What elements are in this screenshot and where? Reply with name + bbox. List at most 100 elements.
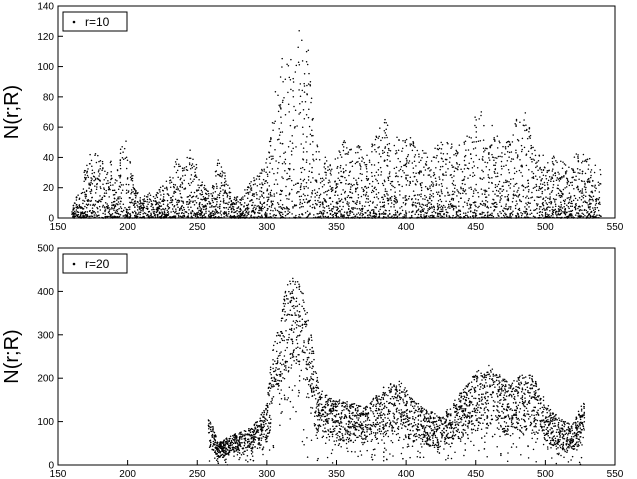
data-point	[356, 181, 358, 184]
data-point	[412, 141, 415, 144]
data-point	[493, 205, 495, 208]
data-point	[500, 160, 503, 163]
data-point	[515, 182, 518, 185]
data-point	[286, 63, 288, 65]
data-point	[513, 194, 515, 197]
data-point	[462, 206, 464, 208]
data-point	[354, 207, 356, 209]
data-point	[307, 49, 310, 51]
data-point	[592, 209, 595, 211]
data-point	[441, 143, 444, 146]
data-point	[154, 197, 156, 200]
data-point	[102, 183, 104, 186]
data-point	[583, 209, 586, 212]
data-point	[329, 185, 331, 187]
data-point	[361, 210, 363, 213]
data-point	[531, 429, 534, 431]
data-point	[445, 429, 448, 432]
data-point	[120, 207, 123, 210]
data-point	[596, 214, 598, 216]
data-point	[373, 196, 376, 199]
data-point	[219, 190, 222, 192]
data-point	[384, 195, 386, 198]
data-point	[475, 183, 477, 186]
data-point	[415, 211, 418, 213]
data-point	[574, 207, 577, 209]
data-point	[487, 214, 489, 216]
data-point	[500, 212, 502, 215]
data-point	[295, 410, 297, 413]
data-point	[404, 203, 407, 206]
data-point	[249, 185, 252, 187]
data-point	[397, 399, 400, 402]
data-point	[151, 208, 153, 211]
data-point	[310, 377, 313, 380]
data-point	[246, 197, 249, 199]
data-point	[225, 215, 227, 217]
data-point	[312, 141, 314, 143]
data-point	[344, 427, 346, 430]
data-point	[136, 213, 139, 216]
data-point	[525, 154, 527, 156]
data-point	[315, 151, 318, 153]
data-point	[421, 407, 424, 409]
data-point	[132, 191, 134, 193]
data-point	[276, 183, 279, 185]
data-point	[378, 146, 380, 148]
data-point	[435, 423, 438, 425]
data-point	[90, 199, 92, 202]
data-point	[159, 202, 161, 204]
data-point	[480, 111, 483, 113]
data-point	[134, 206, 136, 208]
data-point	[474, 188, 476, 190]
data-point	[399, 385, 402, 388]
data-point	[94, 212, 97, 214]
data-point	[435, 184, 437, 186]
data-point	[569, 205, 572, 207]
data-point	[86, 170, 88, 173]
data-point	[488, 159, 491, 161]
data-point	[571, 168, 573, 170]
data-point	[379, 201, 381, 203]
data-point	[451, 182, 454, 185]
data-point	[530, 212, 533, 214]
data-point	[278, 134, 281, 136]
data-point	[414, 201, 417, 204]
data-point	[356, 201, 358, 203]
data-point	[553, 163, 555, 166]
data-point	[487, 207, 490, 209]
data-point	[111, 201, 113, 204]
data-point	[393, 415, 395, 417]
data-points	[71, 30, 602, 219]
data-point	[592, 185, 594, 187]
data-point	[164, 187, 166, 189]
data-point	[464, 154, 467, 157]
data-point	[394, 186, 396, 189]
data-point	[81, 191, 84, 194]
data-point	[220, 184, 223, 187]
data-point	[515, 215, 517, 217]
data-point	[103, 195, 106, 197]
data-point	[310, 97, 313, 100]
data-point	[443, 448, 445, 450]
data-point	[121, 145, 123, 148]
data-point	[452, 214, 454, 217]
data-point	[307, 116, 310, 119]
data-point	[545, 175, 547, 177]
data-point	[407, 174, 409, 177]
data-point	[386, 124, 389, 127]
data-point	[564, 171, 567, 173]
data-point	[569, 213, 572, 215]
data-point	[435, 180, 437, 183]
data-point	[595, 215, 597, 218]
data-point	[509, 187, 511, 189]
data-point	[236, 454, 239, 456]
data-point	[407, 162, 410, 164]
data-point	[387, 179, 390, 181]
data-point	[294, 283, 296, 285]
data-point	[137, 206, 139, 208]
data-point	[530, 146, 533, 149]
data-point	[456, 163, 458, 165]
data-point	[428, 174, 431, 176]
data-point	[275, 335, 278, 337]
